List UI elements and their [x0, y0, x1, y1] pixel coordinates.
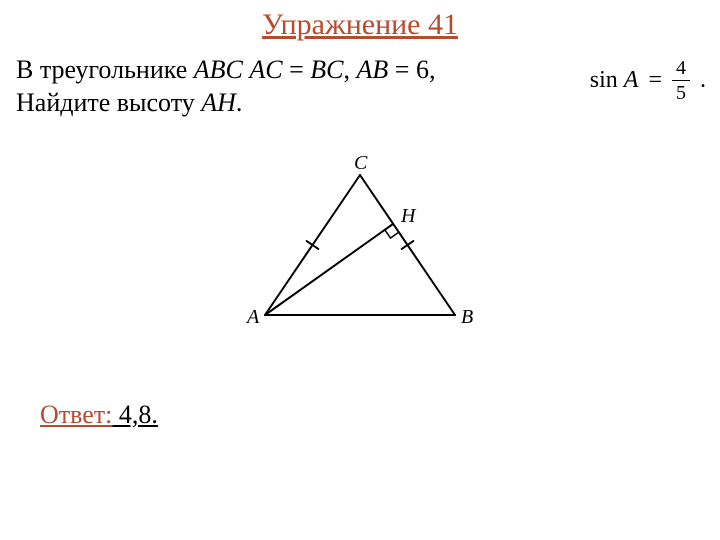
- problem-ah: AH: [201, 88, 236, 117]
- svg-text:A: A: [245, 306, 260, 328]
- problem-part: ,: [344, 55, 357, 84]
- formula: sin A = 4 5 .: [590, 58, 706, 103]
- problem-triangle: ABC: [194, 55, 243, 84]
- exercise-title: Упражнение 41: [0, 8, 720, 42]
- problem-part: .: [236, 88, 243, 117]
- problem-ab: AB: [357, 55, 389, 84]
- answer-value: 4,8.: [112, 400, 158, 429]
- answer: Ответ: 4,8.: [40, 400, 158, 430]
- svg-text:B: B: [461, 306, 473, 328]
- formula-var: A: [624, 67, 639, 94]
- problem-text: В треугольнике ABC AC = BC, AB = 6, Найд…: [16, 54, 496, 119]
- formula-num: 4: [672, 58, 690, 80]
- problem-ac: AC: [249, 55, 282, 84]
- formula-eq: =: [648, 67, 662, 94]
- problem-part: =: [283, 55, 311, 84]
- problem-part: Найдите высоту: [16, 88, 201, 117]
- formula-fraction: 4 5: [672, 58, 690, 103]
- svg-text:H: H: [400, 205, 417, 227]
- problem-bc: BC: [310, 55, 343, 84]
- formula-func: sin: [590, 67, 618, 94]
- problem-part: В треугольнике: [16, 55, 194, 84]
- triangle-diagram: A B C H: [235, 155, 485, 345]
- problem-part: = 6,: [388, 55, 435, 84]
- answer-label: Ответ:: [40, 400, 112, 429]
- formula-period: .: [700, 67, 706, 94]
- svg-text:C: C: [354, 155, 368, 174]
- formula-den: 5: [672, 80, 690, 103]
